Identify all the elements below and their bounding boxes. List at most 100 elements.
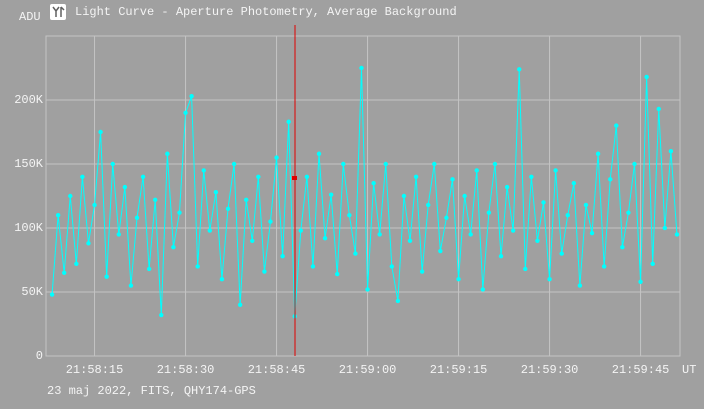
data-point <box>595 151 601 156</box>
data-point <box>620 245 625 250</box>
x-tick-label: 21:59:30 <box>521 363 579 377</box>
data-point <box>104 274 109 279</box>
data-point <box>213 189 219 195</box>
data-point <box>153 197 158 203</box>
data-point <box>353 251 358 256</box>
light-curve <box>51 67 678 317</box>
data-point <box>177 210 182 215</box>
data-point <box>547 277 552 282</box>
data-point <box>474 168 479 173</box>
data-point <box>274 155 279 160</box>
data-point <box>644 74 649 80</box>
data-point <box>68 193 73 199</box>
data-point <box>237 302 243 307</box>
data-point <box>250 238 255 243</box>
data-point <box>638 279 643 284</box>
data-point <box>608 177 613 182</box>
data-point <box>656 106 661 112</box>
data-point <box>462 193 467 199</box>
x-tick-label: 21:59:00 <box>339 363 397 377</box>
data-point <box>86 241 91 246</box>
data-point <box>456 277 461 282</box>
data-point <box>401 193 407 199</box>
data-point <box>359 65 364 71</box>
data-point <box>110 161 115 167</box>
data-point <box>189 93 194 99</box>
data-point <box>438 248 443 254</box>
data-point <box>146 266 152 272</box>
chart-title: Light Curve - Aperture Photometry, Avera… <box>75 5 457 19</box>
y-axis-label: ADU <box>19 10 41 24</box>
data-point <box>225 206 231 211</box>
data-point <box>480 287 486 292</box>
data-point <box>335 271 340 277</box>
data-point <box>322 236 328 241</box>
data-point <box>577 283 583 288</box>
data-point <box>504 184 510 190</box>
x-tick-label: 21:58:15 <box>66 363 124 377</box>
data-point <box>341 161 346 167</box>
data-point <box>92 202 97 208</box>
data-point <box>140 174 146 179</box>
data-point <box>55 213 61 218</box>
data-point <box>510 228 516 233</box>
y-tick-label: 0 <box>36 349 43 363</box>
data-point <box>389 264 395 269</box>
data-point <box>371 181 376 186</box>
data-point <box>583 202 589 208</box>
data-point <box>517 67 522 72</box>
data-point <box>444 215 449 220</box>
x-tick-label: 21:59:15 <box>430 363 488 377</box>
data-point <box>419 269 425 274</box>
data-point <box>286 119 291 124</box>
cursor-marker <box>292 176 297 180</box>
data-point <box>98 129 103 135</box>
data-point <box>426 202 431 208</box>
data-point <box>383 161 388 167</box>
data-point <box>262 269 267 274</box>
data-point <box>171 245 176 250</box>
data-point <box>219 277 225 282</box>
app-icon <box>50 4 66 20</box>
data-point <box>632 161 637 167</box>
data-point <box>662 225 668 231</box>
data-point <box>49 292 55 297</box>
data-point <box>122 184 128 190</box>
data-point <box>395 298 401 304</box>
data-point <box>468 232 473 237</box>
data-point <box>207 228 213 233</box>
data-point <box>486 210 492 215</box>
data-point <box>328 192 334 197</box>
data-point <box>244 197 249 203</box>
data-point <box>74 261 79 267</box>
data-point <box>589 230 595 236</box>
data-point <box>650 261 655 267</box>
data-point <box>316 151 322 156</box>
data-point <box>529 174 534 179</box>
data-point <box>535 238 540 243</box>
y-tick-label: 200K <box>14 93 44 107</box>
x-tick-label: 21:59:45 <box>612 363 670 377</box>
data-point <box>268 219 273 224</box>
data-point <box>256 174 261 179</box>
data-point <box>553 168 558 173</box>
data-point <box>304 174 310 179</box>
data-point <box>159 312 164 318</box>
data-point <box>498 253 504 259</box>
data-point <box>128 283 134 288</box>
y-tick-label: 100K <box>14 221 44 235</box>
y-tick-label: 150K <box>14 157 44 171</box>
data-point <box>407 238 413 243</box>
data-point <box>365 287 370 292</box>
data-point <box>116 232 122 237</box>
data-point <box>377 232 382 237</box>
data-point <box>571 181 577 186</box>
x-axis-label: UT <box>682 363 696 377</box>
data-point <box>231 161 237 167</box>
data-point <box>450 177 455 182</box>
data-point <box>62 270 67 275</box>
data-point <box>674 232 680 237</box>
data-point <box>134 215 140 220</box>
